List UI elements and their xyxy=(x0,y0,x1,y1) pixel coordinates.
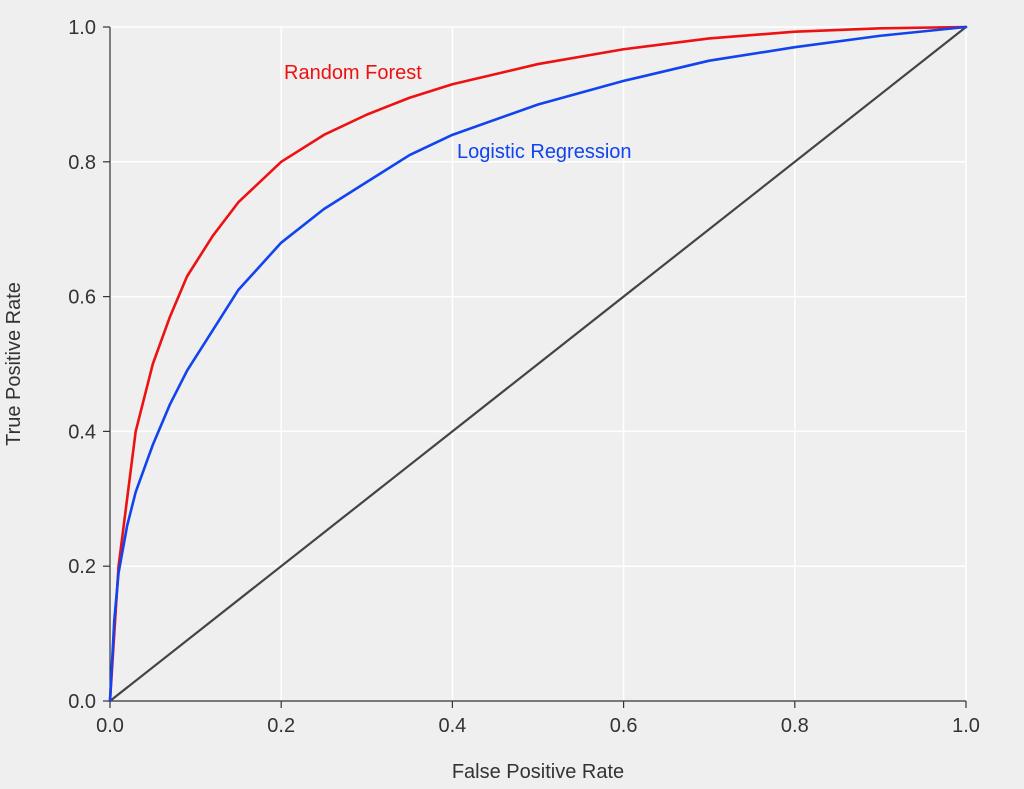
x-tick-label: 0.6 xyxy=(610,715,638,737)
x-tick-label: 0.0 xyxy=(96,715,124,737)
y-tick-label: 0.2 xyxy=(68,556,96,578)
y-tick-label: 0.6 xyxy=(68,287,96,309)
logistic-regression-line xyxy=(108,25,968,703)
y-tick-label: 1.0 xyxy=(68,17,96,39)
series-lines xyxy=(108,25,968,703)
x-axis-title: False Positive Rate xyxy=(452,761,624,783)
y-tick-label: 0.4 xyxy=(68,421,96,443)
axes: 0.0 0.2 0.4 0.6 0.8 1.0 0.0 0.2 0.4 0.6 0.8 1.0 xyxy=(68,17,980,737)
series-labels: Random Forest Logistic Regression xyxy=(284,62,632,163)
diagonal-reference-line xyxy=(108,25,968,703)
y-tick-label: 0.0 xyxy=(68,691,96,713)
y-axis-title: True Positive Rate xyxy=(3,282,25,446)
x-tick-label: 1.0 xyxy=(952,715,980,737)
logistic-regression-label: Logistic Regression xyxy=(457,141,632,163)
x-tick-label: 0.8 xyxy=(781,715,809,737)
x-tick-label: 0.2 xyxy=(267,715,295,737)
random-forest-label: Random Forest xyxy=(284,62,422,84)
x-tick-label: 0.4 xyxy=(438,715,466,737)
grid-lines xyxy=(110,26,967,701)
random-forest-line xyxy=(108,25,968,703)
y-tick-label: 0.8 xyxy=(68,152,96,174)
